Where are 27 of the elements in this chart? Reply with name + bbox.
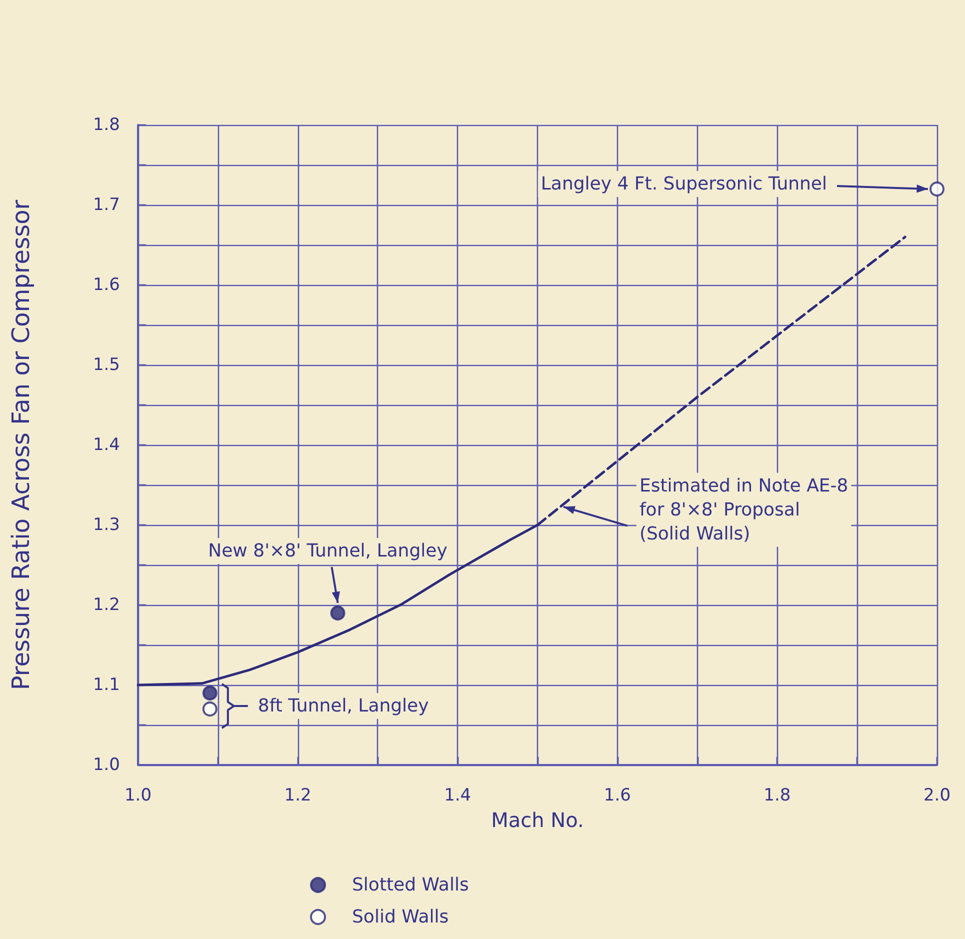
- y-tick-label: 1.7: [92, 195, 120, 215]
- x-tick-label: 2.0: [923, 786, 951, 806]
- x-tick-label: 1.6: [604, 786, 631, 806]
- y-tick-label: 1.0: [92, 755, 120, 775]
- point: [330, 606, 346, 620]
- annotation: New 8'×8' Tunnel, Langley: [208, 540, 448, 562]
- x-tick-label: 1.2: [284, 786, 312, 806]
- point: [930, 182, 944, 196]
- legend-label: Solid Walls: [352, 906, 449, 928]
- point: [202, 702, 218, 716]
- y-tick-label: 1.4: [92, 435, 120, 455]
- y-tick-label: 1.3: [92, 515, 120, 535]
- y-tick-label: 1.6: [92, 275, 120, 295]
- annotation: Estimated in Note AE-8 for 8'×8' Proposal (Solid Walls): [639, 475, 848, 544]
- y-tick-label: 1.8: [92, 115, 120, 135]
- y-tick-label: 1.5: [92, 355, 120, 375]
- annotation: Langley 4 Ft. Supersonic Tunnel: [540, 174, 827, 194]
- annotation: 8ft Tunnel, Langley: [258, 696, 430, 716]
- y-tick-label: 1.2: [92, 595, 120, 615]
- point: [202, 686, 218, 700]
- x-tick-label: 1.0: [124, 786, 152, 806]
- x-tick-label: 1.8: [764, 786, 791, 806]
- x-axis-title: Mach No.: [491, 808, 584, 832]
- y-tick-label: 1.1: [92, 675, 120, 695]
- y-axis-title: Pressure Ratio Across Fan or Compressor: [7, 200, 35, 690]
- x-tick-label: 1.4: [444, 786, 472, 806]
- legend-label: Slotted Walls: [352, 874, 469, 896]
